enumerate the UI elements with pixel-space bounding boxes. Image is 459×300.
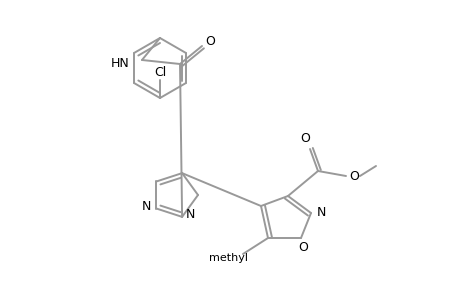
- Text: N: N: [316, 206, 325, 220]
- Text: O: O: [297, 242, 307, 254]
- Text: HN: HN: [111, 56, 130, 70]
- Text: O: O: [348, 170, 358, 184]
- Text: N: N: [141, 200, 151, 213]
- Text: O: O: [205, 34, 214, 47]
- Text: O: O: [299, 133, 309, 146]
- Text: N: N: [185, 208, 194, 221]
- Text: methyl: methyl: [209, 253, 248, 263]
- Text: Cl: Cl: [154, 65, 166, 79]
